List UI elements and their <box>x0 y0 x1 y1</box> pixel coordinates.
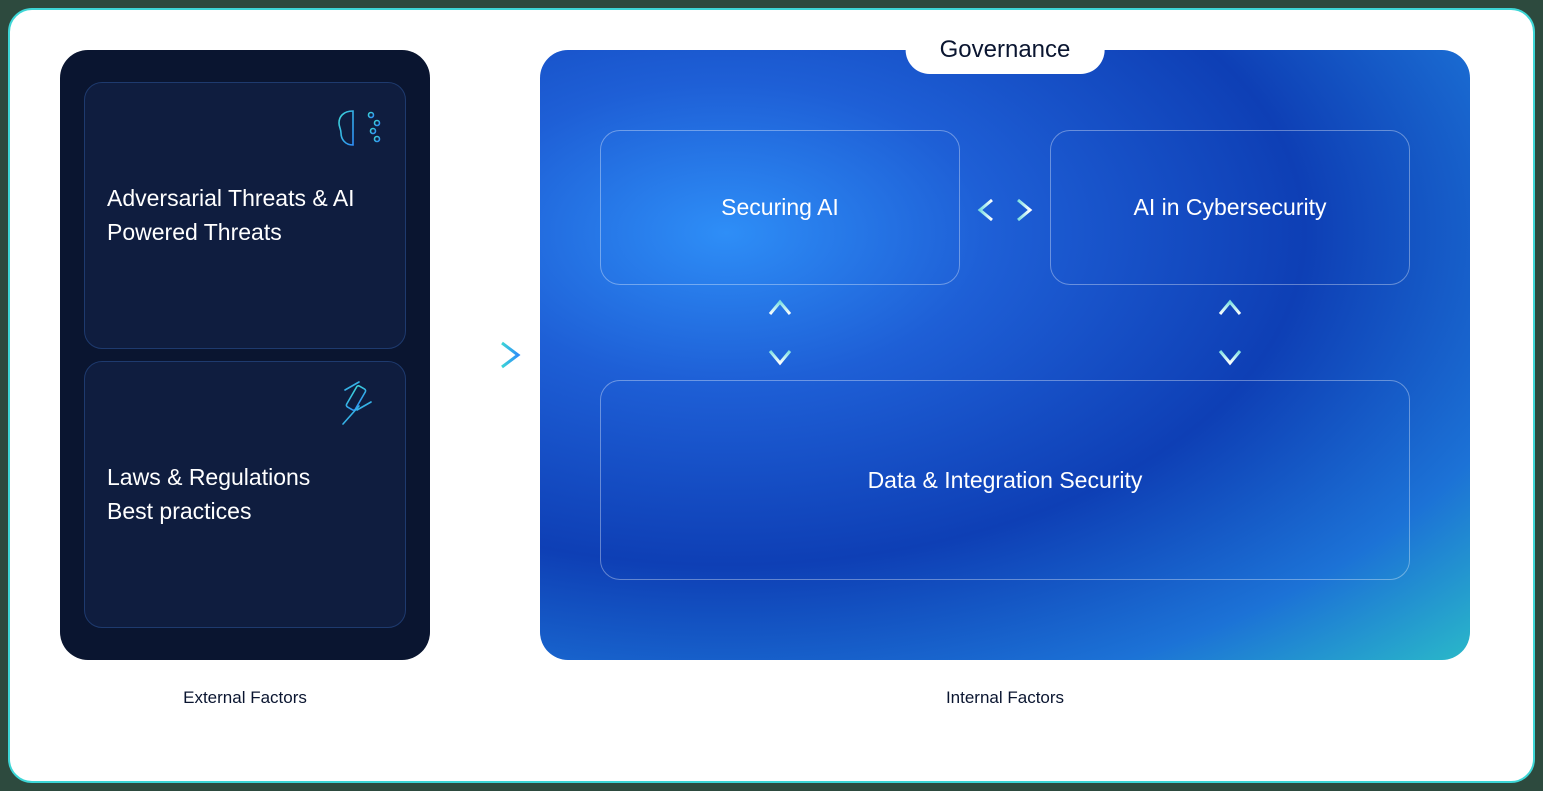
governance-pill: Governance <box>906 26 1105 74</box>
internal-factors-label: Internal Factors <box>540 688 1470 708</box>
card-laws-regulations: Laws & Regulations Best practices <box>84 361 406 628</box>
bi-arrow-horizontal <box>970 190 1040 230</box>
box-ai-in-cybersecurity: AI in Cybersecurity <box>1050 130 1410 285</box>
arrow-right-icon <box>440 335 530 375</box>
diagram-canvas: Adversarial Threats & AI Powered Threats… <box>8 8 1535 783</box>
labels-row: External Factors Internal Factors <box>60 688 1483 708</box>
box-label: Data & Integration Security <box>868 467 1143 494</box>
double-arrow-v-icon <box>1210 290 1250 375</box>
main-row: Adversarial Threats & AI Powered Threats… <box>60 50 1483 660</box>
box-label: Securing AI <box>721 194 839 221</box>
bi-arrow-vertical-left <box>760 290 800 375</box>
internal-factors-panel: Governance Securing AI AI in Cybersecuri… <box>540 50 1470 660</box>
card-adversarial-threats: Adversarial Threats & AI Powered Threats <box>84 82 406 349</box>
external-factors-label: External Factors <box>60 688 430 708</box>
gavel-icon <box>329 380 385 436</box>
double-arrow-h-icon <box>970 190 1040 230</box>
connector-arrow <box>430 335 540 375</box>
card-text: Adversarial Threats & AI Powered Threats <box>107 182 357 249</box>
spacer <box>430 688 540 708</box>
card-text: Laws & Regulations Best practices <box>107 461 357 528</box>
box-securing-ai: Securing AI <box>600 130 960 285</box>
double-arrow-v-icon <box>760 290 800 375</box>
box-data-integration-security: Data & Integration Security <box>600 380 1410 580</box>
external-factors-panel: Adversarial Threats & AI Powered Threats… <box>60 50 430 660</box>
box-label: AI in Cybersecurity <box>1133 194 1326 221</box>
bi-arrow-vertical-right <box>1210 290 1250 375</box>
brain-circuit-icon <box>329 101 385 157</box>
